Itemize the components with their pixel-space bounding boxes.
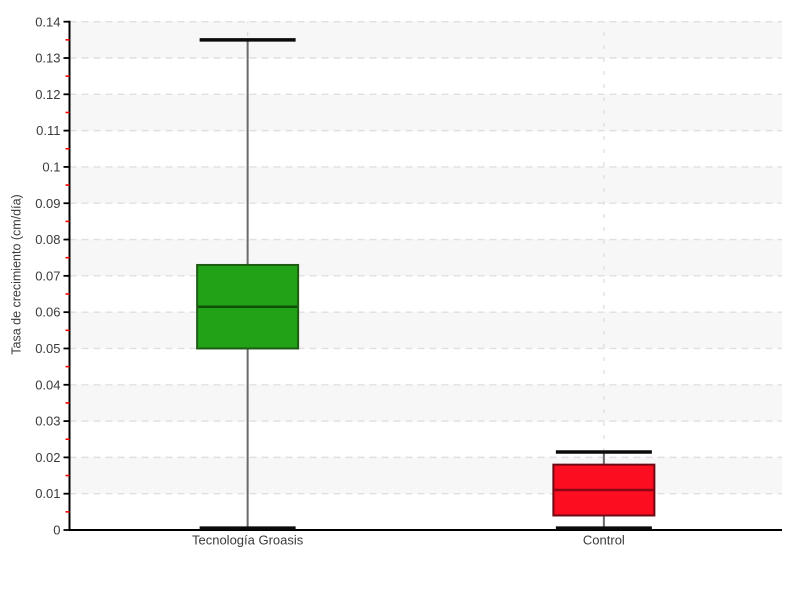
y-tick-label: 0 — [53, 523, 60, 538]
background-band — [69, 312, 782, 349]
y-tick-label: 0.12 — [35, 87, 60, 102]
background-band — [69, 239, 782, 276]
background-band — [69, 21, 782, 59]
y-tick-label: 0.02 — [35, 450, 60, 465]
y-tick-label: 0.01 — [35, 486, 60, 501]
y-tick-label: 0.09 — [35, 196, 60, 211]
y-tick-label: 0.04 — [35, 377, 60, 392]
background-band — [69, 94, 782, 131]
y-tick-label: 0.07 — [35, 268, 60, 283]
y-minor-ticks — [65, 39, 70, 513]
y-major-ticks: 0 0.01 0.02 0.03 0.04 0.05 0.06 0.07 0.08 0.09 0.1… — [35, 14, 70, 538]
y-tick-label: 0.11 — [36, 123, 60, 138]
background-band — [69, 457, 782, 494]
y-tick-label: 0.03 — [35, 414, 60, 429]
y-tick-label: 0.1 — [42, 159, 60, 174]
y-tick-label: 0.05 — [35, 341, 60, 356]
background-band — [69, 384, 782, 422]
background-band — [69, 166, 782, 204]
box-tecnologia-groasis — [196, 38, 300, 530]
background-bands — [69, 21, 782, 494]
y-tick-label: 0.08 — [35, 232, 60, 247]
box-control — [552, 450, 656, 530]
y-tick-label: 0.06 — [35, 305, 60, 320]
y-tick-label: 0.13 — [35, 51, 60, 66]
horizontal-gridlines — [69, 21, 782, 495]
x-tick-labels: Tecnología Groasis Control — [192, 533, 625, 548]
y-axis-title: Tasa de crecimiento (cm/día) — [9, 194, 24, 355]
y-tick-label: 0.14 — [35, 14, 60, 29]
x-tick-label: Control — [583, 533, 625, 548]
x-tick-label: Tecnología Groasis — [192, 533, 304, 548]
